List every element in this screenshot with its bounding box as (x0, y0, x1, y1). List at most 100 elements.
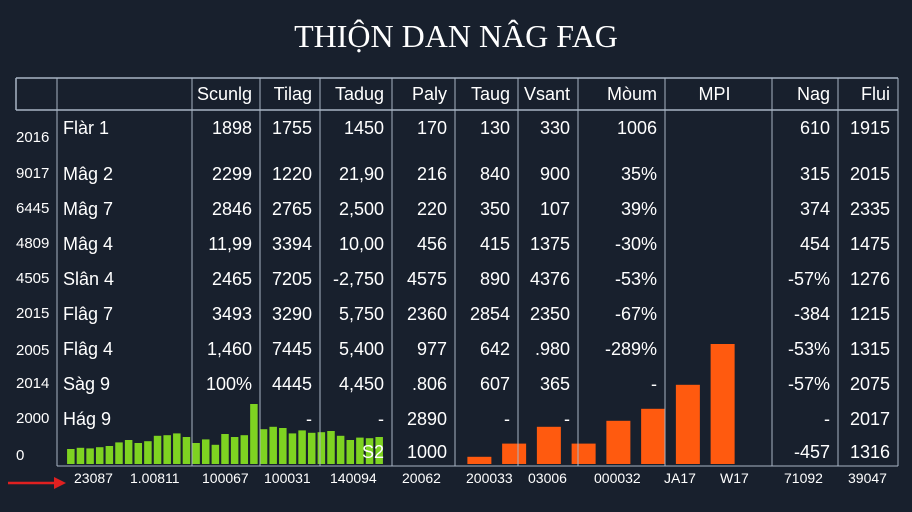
table-cell: 374 (799, 199, 830, 219)
bar (153, 435, 162, 464)
row-label: Flàr 1 (63, 118, 110, 138)
bar (211, 444, 220, 464)
table-cell: 216 (416, 164, 447, 184)
table-cell: 1220 (271, 164, 312, 184)
table-cell: 890 (479, 269, 510, 289)
bar (307, 432, 316, 464)
row-label: Sàg 9 (63, 374, 111, 394)
table-cell: 330 (539, 118, 570, 138)
table-cell: -2,750 (332, 269, 384, 289)
table-cell: 1755 (271, 118, 312, 138)
x-tick-label: 20062 (402, 470, 441, 486)
x-tick-label: 100067 (202, 470, 249, 486)
table-cell: 840 (479, 164, 510, 184)
x-tick-label: 39047 (848, 470, 887, 486)
table-cell: -30% (614, 234, 657, 254)
table-cell: 1475 (849, 234, 890, 254)
row-label: Mâg 4 (63, 234, 114, 254)
bar (259, 429, 268, 464)
table-cell: 170 (416, 118, 447, 138)
table-cell: -53% (787, 339, 830, 359)
table-cell: 1450 (343, 118, 384, 138)
table-cell: 1,460 (206, 339, 252, 359)
y-tick-label: 9017 (16, 165, 50, 182)
table-cell: 4376 (529, 269, 570, 289)
table-cell: - (824, 409, 830, 429)
column-header: Scunlg (196, 84, 252, 104)
bar (230, 437, 239, 464)
bar (536, 426, 561, 464)
row-label: Hág 9 (63, 409, 112, 429)
table-cell: 1375 (529, 234, 570, 254)
table-cell: 7205 (271, 269, 312, 289)
bar (279, 428, 287, 464)
table-cell: 315 (799, 164, 830, 184)
bar (76, 447, 85, 464)
bar (201, 439, 210, 464)
bar (124, 440, 133, 464)
bar (317, 432, 326, 464)
table-cell: - (504, 409, 510, 429)
table-cell: -57% (787, 269, 830, 289)
bar (105, 446, 114, 464)
bar (182, 437, 191, 464)
table-cell: 100% (205, 374, 252, 394)
table-cell: 1316 (849, 442, 890, 462)
table-cell: 2854 (469, 304, 510, 324)
x-tick-label: 1.00811 (130, 470, 180, 486)
bar (502, 443, 527, 464)
arrow-icon (8, 477, 66, 489)
table-cell: -67% (614, 304, 657, 324)
table-cell: -384 (793, 304, 830, 324)
table-cell: 456 (416, 234, 447, 254)
table-cell: 10,00 (338, 234, 384, 254)
row-label: Flâg 7 (63, 304, 114, 324)
bar (144, 441, 152, 464)
table-cell: 900 (539, 164, 570, 184)
bar (675, 384, 700, 464)
table-cell: 2360 (406, 304, 447, 324)
table-cell: 3394 (271, 234, 312, 254)
table-cell: 2075 (849, 374, 890, 394)
bar (375, 437, 383, 464)
table-cell: 39% (620, 199, 657, 219)
table-cell: -57% (787, 374, 830, 394)
table-cell: 2465 (211, 269, 252, 289)
table-cell: - (564, 409, 570, 429)
bar (134, 443, 143, 464)
table-cell: - (378, 409, 384, 429)
bar (467, 456, 492, 464)
x-tick-label: 140094 (330, 470, 377, 486)
table-cell: 1915 (849, 118, 890, 138)
bar (365, 438, 374, 464)
table-cell: 1315 (849, 339, 890, 359)
table-cell: S2 (361, 442, 384, 462)
table-cell: 977 (416, 339, 447, 359)
bar (221, 434, 229, 464)
row-label: Slân 4 (63, 269, 115, 289)
bar (336, 435, 345, 464)
column-header: Mòum (606, 84, 657, 104)
bar (192, 443, 200, 464)
bar (346, 440, 355, 464)
table-cell: 2890 (406, 409, 447, 429)
table-cell: .806 (411, 374, 447, 394)
table-cell: -289% (604, 339, 657, 359)
bar (298, 430, 306, 464)
table-cell: -457 (793, 442, 830, 462)
column-header: Tadug (334, 84, 384, 104)
bar (95, 447, 104, 464)
table-cell: 3493 (211, 304, 252, 324)
bar (86, 448, 94, 464)
x-tick-label: 000032 (594, 470, 641, 486)
table-cell: 415 (479, 234, 510, 254)
table-cell: 610 (799, 118, 830, 138)
table-cell: 2350 (529, 304, 570, 324)
table-cell: 2015 (849, 164, 890, 184)
bar (250, 404, 258, 464)
table-cell: 365 (539, 374, 570, 394)
y-tick-label: 4505 (16, 270, 50, 287)
table-cell: 130 (479, 118, 510, 138)
x-tick-label: 03006 (528, 470, 567, 486)
